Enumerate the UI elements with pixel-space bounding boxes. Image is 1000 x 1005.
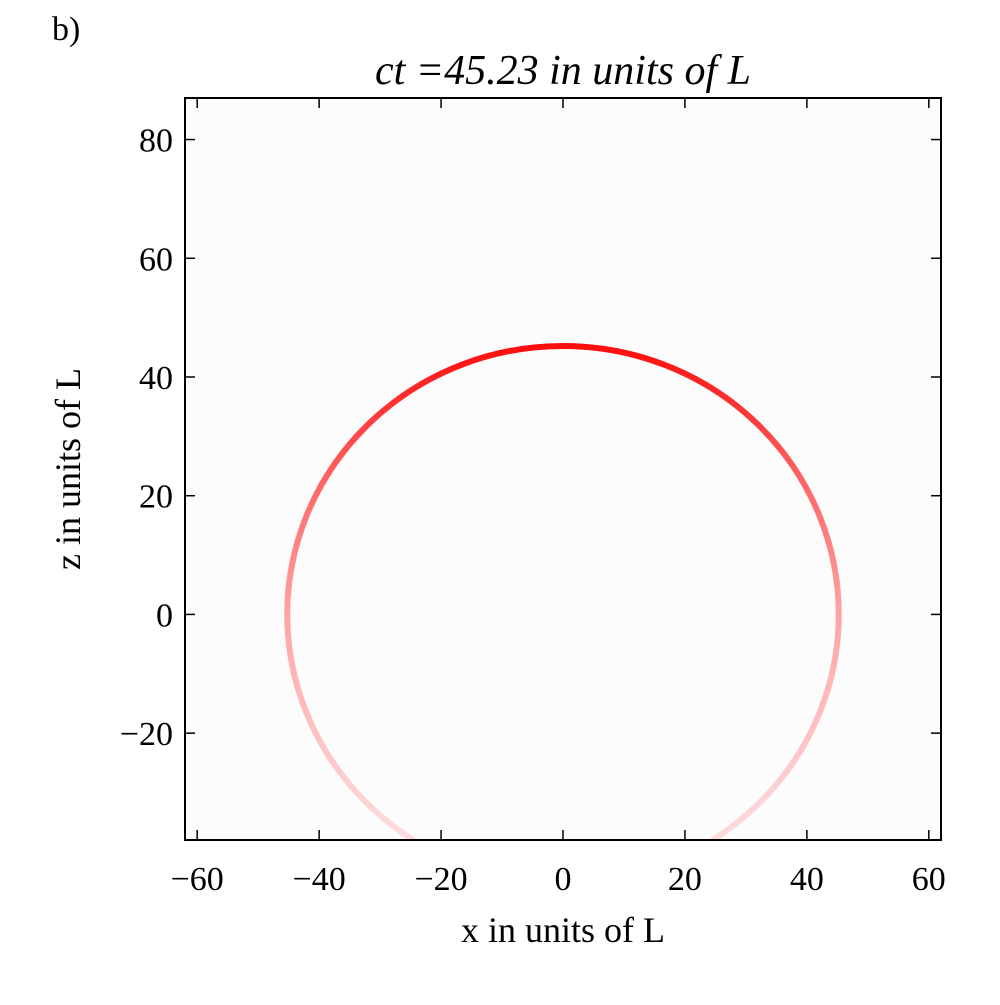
ring — [284, 343, 842, 840]
y-tick-label: 20 — [139, 479, 173, 516]
ring-group — [284, 343, 842, 840]
x-tick-label: 60 — [912, 861, 946, 898]
y-tick-label: 80 — [139, 123, 173, 160]
chart-title: ct =45.23 in units of L — [375, 48, 751, 94]
x-tick-label: 20 — [668, 861, 702, 898]
x-tick-label: 0 — [555, 861, 572, 898]
y-tick-label: 0 — [156, 597, 173, 634]
y-axis-label: z in units of L — [48, 368, 88, 570]
x-tick-label: −20 — [414, 861, 467, 898]
x-tick-label: −40 — [293, 861, 346, 898]
y-tick-label: −20 — [120, 716, 173, 753]
y-tick-label: 60 — [139, 241, 173, 278]
x-axis-label: x in units of L — [461, 910, 665, 950]
x-tick-label: 40 — [790, 861, 824, 898]
x-tick-label: −60 — [171, 861, 224, 898]
plot-background — [185, 98, 941, 840]
y-tick-label: 40 — [139, 360, 173, 397]
panel-label: b) — [52, 11, 80, 48]
